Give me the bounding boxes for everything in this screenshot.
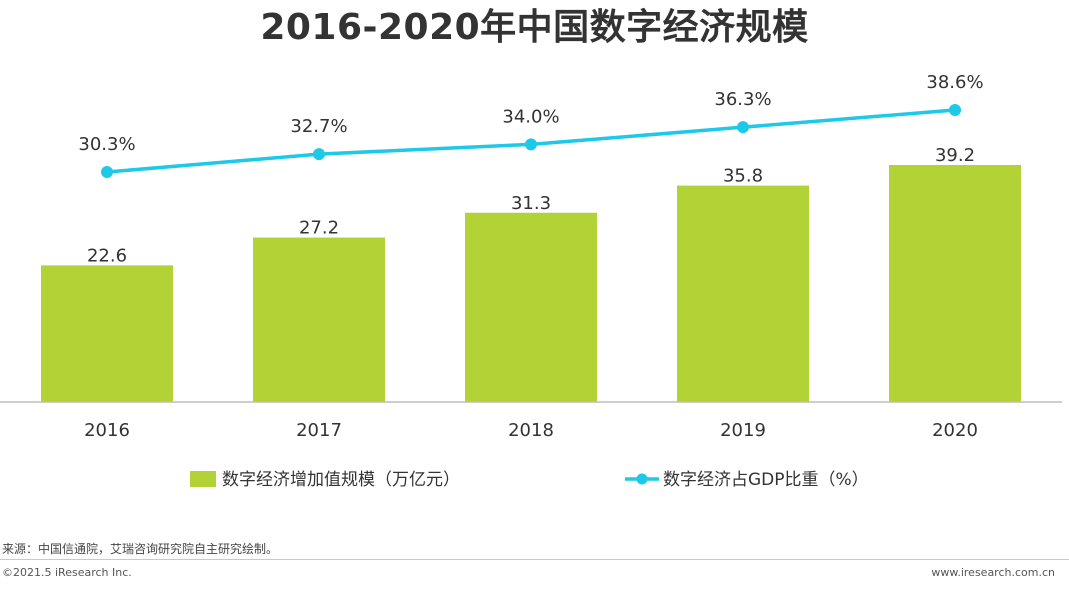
line-value-label-2016: 30.3%: [78, 134, 135, 155]
x-tick-label-2019: 2019: [720, 420, 766, 441]
x-tick-label-2017: 2017: [296, 420, 342, 441]
chart-title: 2016-2020年中国数字经济规模: [260, 7, 809, 48]
bar-value-label-2019: 35.8: [723, 166, 763, 187]
bar-value-label-2016: 22.6: [87, 245, 127, 266]
line-value-label-2018: 34.0%: [502, 106, 559, 127]
x-tick-label-2020: 2020: [932, 420, 978, 441]
bar-value-label-2018: 31.3: [511, 193, 551, 214]
line-point-2017: [313, 148, 325, 161]
bar-value-label-2017: 27.2: [299, 218, 339, 239]
line-point-2018: [525, 138, 537, 151]
copyright-text: ©2021.5 iResearch Inc.: [2, 566, 132, 579]
bar-2017: [253, 237, 385, 402]
source-note: 来源：中国信通院，艾瑞咨询研究院自主研究绘制。: [2, 542, 279, 556]
line-point-2020: [949, 104, 961, 116]
line-layer: 30.3% 32.7% 34.0% 36.3% 38.6%: [78, 72, 984, 178]
bar-2018: [465, 212, 597, 402]
bar-value-label-2020: 39.2: [935, 145, 975, 166]
bar-2016: [41, 265, 173, 402]
bar-2019: [677, 185, 809, 402]
line-point-2016: [101, 166, 113, 178]
line-value-label-2017: 32.7%: [290, 116, 347, 137]
bar-2020: [889, 165, 1021, 402]
legend-line-label: 数字经济占GDP比重（%）: [663, 470, 869, 490]
legend-bar-label: 数字经济增加值规模（万亿元）: [222, 470, 460, 490]
ticks-layer: 2016 2017 2018 2019 2020: [84, 420, 978, 441]
legend: 数字经济增加值规模（万亿元） 数字经济占GDP比重（%）: [190, 470, 869, 490]
legend-line-marker: [636, 473, 648, 485]
website-link[interactable]: www.iresearch.com.cn: [931, 566, 1055, 579]
line-value-label-2019: 36.3%: [714, 89, 771, 110]
x-tick-label-2018: 2018: [508, 420, 554, 441]
legend-bar-swatch: [190, 471, 216, 487]
line-point-2019: [737, 121, 749, 134]
x-tick-label-2016: 2016: [84, 420, 130, 441]
footer-divider: [0, 559, 1069, 560]
bars-layer: 22.6 27.2 31.3 35.8 39.2: [41, 145, 1021, 402]
line-value-label-2020: 38.6%: [926, 72, 983, 93]
